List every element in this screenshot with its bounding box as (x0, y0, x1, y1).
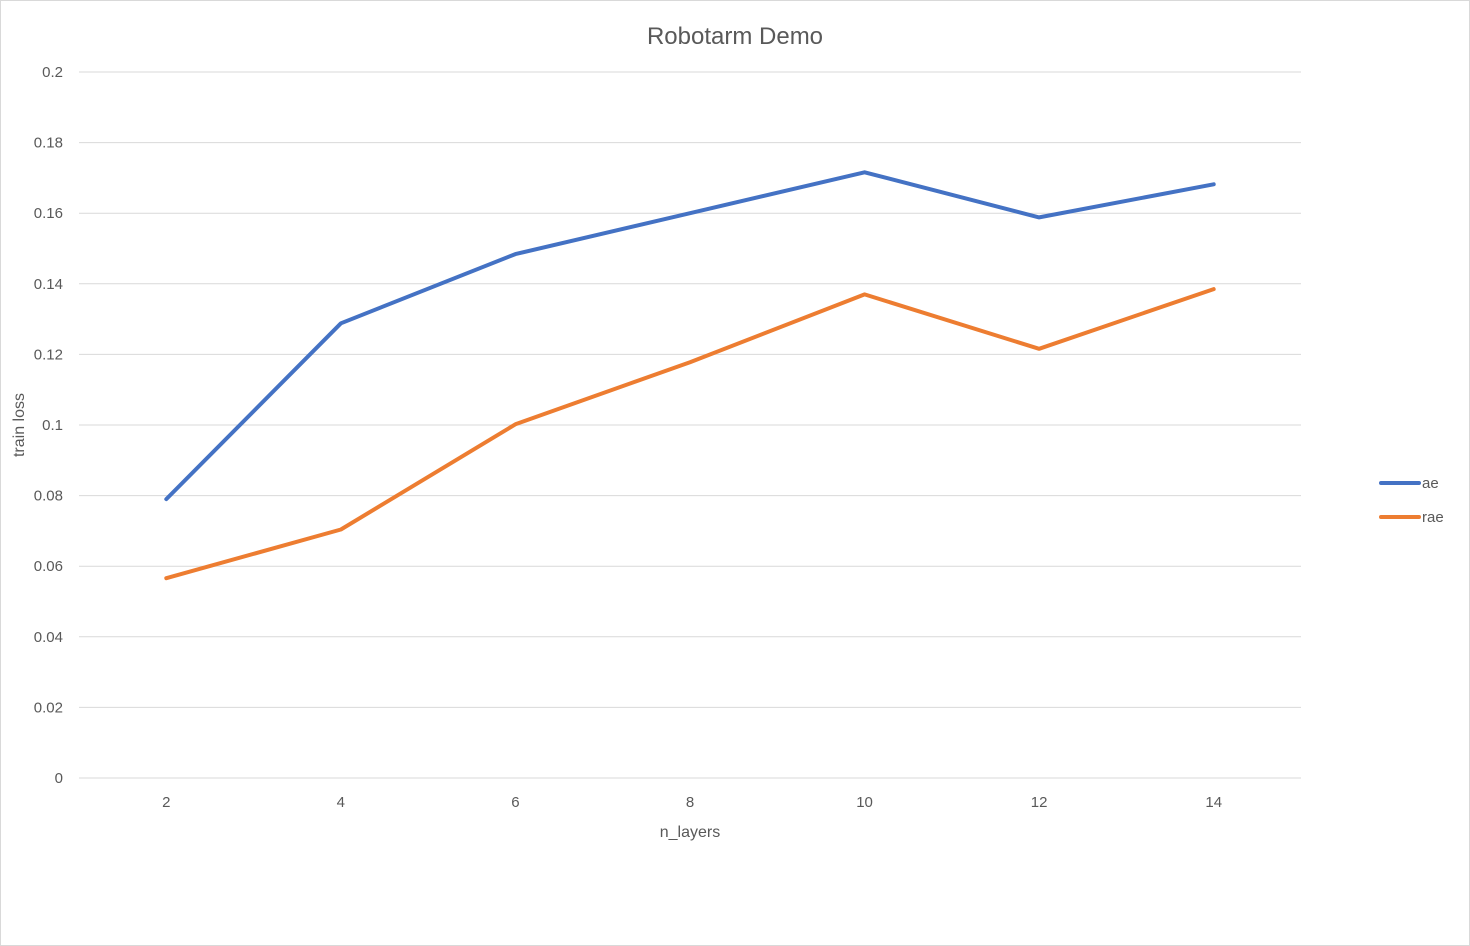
x-tick-label: 10 (856, 794, 873, 811)
chart-title: Robotarm Demo (647, 23, 823, 50)
y-tick-label: 0.02 (34, 699, 63, 716)
y-tick-label: 0.2 (42, 64, 63, 81)
y-tick-label: 0 (55, 770, 63, 787)
x-tick-label: 12 (1031, 794, 1048, 811)
y-axis-label: train loss (11, 393, 28, 457)
x-tick-label: 6 (511, 794, 519, 811)
legend: ae rae (1379, 475, 1444, 526)
y-tick-label: 0.08 (34, 488, 63, 505)
y-tick-label: 0.1 (42, 417, 63, 434)
x-tick-label: 2 (162, 794, 170, 811)
gridlines (79, 71, 1301, 779)
x-tick-label: 4 (337, 794, 345, 811)
series-line-rae (164, 287, 1216, 581)
y-tick-label: 0.04 (34, 629, 63, 646)
series-line-ae (164, 170, 1216, 502)
y-tick-label: 0.06 (34, 558, 63, 575)
legend-label-rae: rae (1422, 509, 1444, 526)
y-tick-label: 0.16 (34, 205, 63, 222)
y-tick-label: 0.12 (34, 346, 63, 363)
y-axis-ticks: 0 0.02 0.04 0.06 0.08 0.1 0.12 0.14 0.16 0.18 0.2 (34, 64, 63, 787)
y-tick-label: 0.14 (34, 276, 63, 293)
x-axis-label: n_layers (660, 824, 720, 841)
x-tick-label: 8 (686, 794, 694, 811)
x-axis-ticks: 2 4 6 8 10 12 14 (162, 794, 1222, 811)
legend-label-ae: ae (1422, 475, 1439, 492)
x-tick-label: 14 (1205, 794, 1222, 811)
series-lines (164, 170, 1216, 581)
y-tick-label: 0.18 (34, 135, 63, 152)
